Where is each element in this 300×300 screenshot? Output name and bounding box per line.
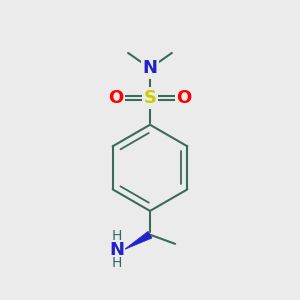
Text: S: S (143, 89, 157, 107)
Text: N: N (109, 241, 124, 259)
Text: N: N (142, 59, 158, 77)
Polygon shape (124, 231, 152, 250)
Text: O: O (177, 89, 192, 107)
Text: H: H (112, 256, 122, 270)
Text: H: H (112, 229, 122, 243)
Text: O: O (108, 89, 123, 107)
